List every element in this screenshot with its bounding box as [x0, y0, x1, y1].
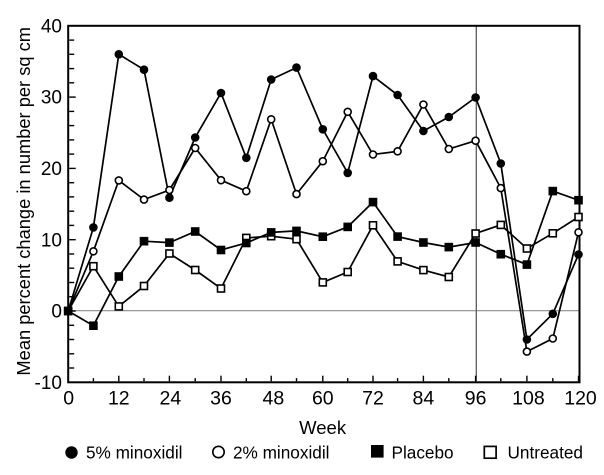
svg-text:60: 60: [312, 388, 334, 410]
svg-text:Week: Week: [299, 417, 347, 438]
svg-text:0: 0: [51, 302, 62, 323]
svg-text:36: 36: [210, 388, 232, 410]
svg-text:48: 48: [263, 388, 285, 410]
svg-text:Placebo: Placebo: [392, 443, 454, 463]
svg-text:30: 30: [41, 88, 62, 109]
svg-text:10: 10: [41, 230, 62, 251]
svg-text:108: 108: [512, 388, 545, 410]
svg-text:20: 20: [41, 159, 62, 180]
svg-text:84: 84: [413, 388, 435, 410]
svg-text:24: 24: [160, 388, 182, 410]
svg-text:40: 40: [41, 16, 62, 37]
svg-text:96: 96: [465, 388, 487, 410]
svg-text:-10: -10: [35, 373, 62, 394]
svg-text:0: 0: [63, 388, 74, 410]
svg-text:5% minoxidil: 5% minoxidil: [86, 443, 182, 463]
svg-text:12: 12: [108, 388, 130, 410]
svg-text:120: 120: [564, 388, 597, 410]
svg-text:Mean percent change in number: Mean percent change in number per sq cm: [13, 27, 34, 376]
svg-text:2% minoxidil: 2% minoxidil: [233, 443, 329, 463]
svg-text:Untreated: Untreated: [508, 443, 583, 463]
svg-text:72: 72: [362, 388, 384, 410]
